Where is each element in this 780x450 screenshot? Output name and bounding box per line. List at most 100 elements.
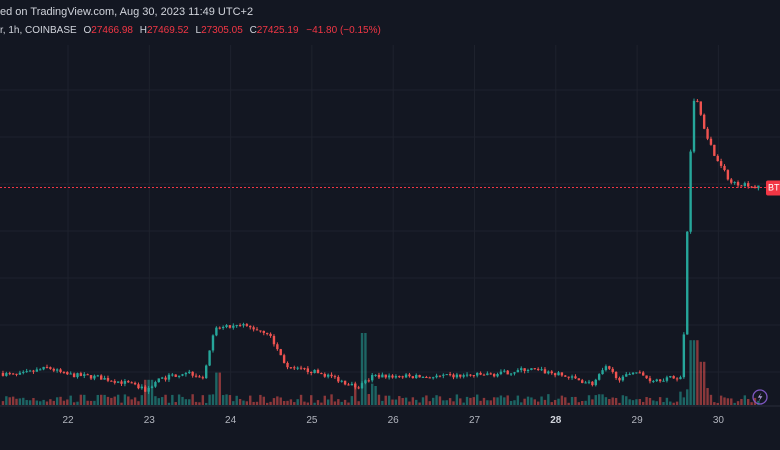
volume-bar <box>658 397 662 405</box>
candle-body <box>76 373 79 378</box>
candle-body <box>377 374 381 378</box>
volume-bar <box>181 396 184 405</box>
price-tag[interactable]: BT <box>766 180 780 196</box>
volume-bar <box>702 361 706 405</box>
volume-bar <box>513 400 516 405</box>
volume-bar <box>296 399 299 405</box>
volume-bar <box>370 383 374 405</box>
volume-bar <box>354 383 357 405</box>
candle-body <box>55 369 59 371</box>
candle-body <box>736 182 740 186</box>
candle-body <box>286 362 289 368</box>
x-tick-label: 27 <box>469 415 481 426</box>
candle <box>28 369 32 372</box>
volume-bar <box>245 401 249 405</box>
candle <box>709 136 713 146</box>
volume-bar <box>533 399 536 405</box>
candle <box>536 367 540 371</box>
candle-body <box>262 330 265 333</box>
candle <box>276 342 279 351</box>
candle-body <box>482 374 486 376</box>
volume-bar <box>523 398 526 405</box>
candle <box>293 365 296 370</box>
candle <box>645 375 648 379</box>
candle <box>719 158 723 169</box>
candle <box>238 323 242 327</box>
volume-bar <box>709 394 713 405</box>
volume-bar <box>205 402 208 405</box>
volume-bar <box>736 401 740 405</box>
candle-body <box>59 369 62 373</box>
candle-body <box>621 376 625 381</box>
volume-bar <box>211 394 215 405</box>
candle-body <box>516 370 520 373</box>
candle <box>743 181 747 187</box>
volume-bar <box>574 396 577 405</box>
candle <box>15 373 18 377</box>
candle <box>381 372 384 378</box>
volume-bar <box>628 399 631 405</box>
candle-body <box>503 370 506 372</box>
candle-body <box>343 380 347 385</box>
candle-body <box>360 383 364 389</box>
volume-bar <box>69 395 72 405</box>
candle <box>611 367 614 374</box>
candle-body <box>269 333 272 336</box>
candle <box>367 378 371 383</box>
symbol-text: r, 1h, COINBASE <box>0 25 77 36</box>
candle <box>123 378 127 387</box>
volume-bar <box>604 397 608 405</box>
volume-bar <box>299 394 303 405</box>
x-tick-label: 30 <box>713 415 725 426</box>
candle-body <box>496 374 499 377</box>
volume-bar <box>177 394 181 405</box>
candle-body <box>679 377 682 380</box>
candle-body <box>625 374 628 377</box>
candle-body <box>421 376 425 378</box>
candle <box>357 385 360 390</box>
candle <box>635 372 638 374</box>
volume-bar <box>194 401 198 405</box>
candle <box>194 373 198 378</box>
ohlc-h-label: H <box>140 25 147 36</box>
candle-body <box>618 377 621 381</box>
volume-bar <box>364 333 367 405</box>
volume-bar <box>733 402 736 405</box>
candle-body <box>757 185 760 189</box>
candle <box>540 366 543 371</box>
volume-bar <box>421 397 425 405</box>
candle-body <box>184 373 188 375</box>
candle <box>462 373 465 379</box>
candle <box>655 378 658 382</box>
volume-bar <box>726 398 730 405</box>
candle <box>171 373 174 377</box>
candle-body <box>367 380 371 382</box>
candle <box>147 386 150 394</box>
candle-body <box>374 374 377 376</box>
volume-bar <box>492 397 496 405</box>
candle-body <box>438 375 442 377</box>
candle <box>120 379 123 386</box>
price-tag-bg <box>766 180 780 196</box>
candle <box>435 373 438 379</box>
candle-body <box>255 329 259 331</box>
candle-body <box>394 376 398 378</box>
volume-bar <box>641 401 645 405</box>
candle-body <box>249 325 252 328</box>
volume-bar <box>22 397 25 405</box>
candle-body <box>689 151 692 232</box>
volume-bar <box>310 395 313 405</box>
candle <box>415 373 418 379</box>
candle-body <box>8 373 11 375</box>
candle <box>76 372 79 379</box>
candle <box>337 375 340 384</box>
candle <box>591 381 594 387</box>
volume-bar <box>232 401 235 405</box>
lightning-icon[interactable] <box>752 389 768 405</box>
candle <box>35 367 39 372</box>
candle <box>181 373 184 377</box>
candle <box>445 374 448 376</box>
candle-body <box>181 374 184 376</box>
